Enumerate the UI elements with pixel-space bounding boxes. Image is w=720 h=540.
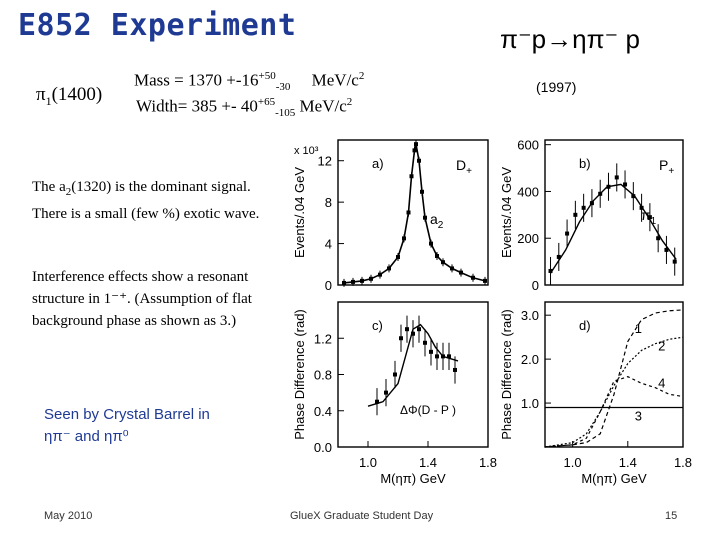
plot-frame-4 (544, 301, 684, 448)
y-tick-label: 1.2 (314, 331, 332, 346)
panel-label: b) (579, 156, 591, 171)
y-tick-label: 0 (532, 278, 539, 293)
data-point (342, 280, 346, 285)
y-tick-label: 1.0 (521, 396, 539, 411)
page-number: 15 (665, 510, 678, 522)
x-tick-label: 1.0 (359, 455, 377, 470)
plot-frame-2 (544, 139, 684, 286)
footer-date: May 2010 (44, 510, 93, 522)
y-tick-label: 12 (318, 154, 332, 169)
panel-label: c) (372, 318, 383, 333)
data-point (453, 367, 457, 372)
data-point (384, 390, 388, 395)
y-multiplier: x 10³ (294, 145, 319, 157)
y-axis-label: Events/.04 GeV (292, 167, 307, 258)
interference-text: Interference effects show a resonant str… (32, 269, 252, 329)
y-axis-label: Events/.04 GeV (499, 167, 514, 258)
data-point (447, 354, 451, 359)
fit-curve (343, 143, 486, 284)
plot-frame-1 (337, 139, 489, 286)
y-axis-label: Phase Difference (rad) (499, 309, 514, 440)
data-point (656, 236, 661, 241)
data-point (399, 336, 403, 341)
data-point (556, 254, 561, 259)
publication-year: (1997) (536, 79, 577, 95)
y-tick-label: 0.4 (314, 404, 332, 419)
y-tick-label: 200 (517, 231, 539, 246)
data-point (429, 349, 433, 354)
x-tick-label: 1.4 (419, 455, 437, 470)
panel-label: d) (579, 318, 591, 333)
x-axis-label: M(ηπ) GeV (380, 471, 446, 486)
data-point (623, 182, 628, 187)
x-axis-label: M(ηπ) GeV (581, 471, 647, 486)
y-tick-label: 2.0 (521, 352, 539, 367)
data-point (647, 215, 652, 220)
crystal-barrel-text: Seen by Crystal Barrel in ηπ⁻ and ηπ⁰ (44, 406, 210, 445)
x-tick-label: 1.8 (479, 455, 497, 470)
peak-label: a2 (430, 211, 444, 231)
data-point (375, 399, 379, 404)
y-tick-label: 8 (325, 195, 332, 210)
series-line-2 (544, 336, 684, 448)
data-point (631, 194, 636, 199)
dominant-signal-text: The a2(1320) is the dominant signal. The… (32, 179, 260, 222)
data-point (614, 175, 619, 180)
data-point (565, 231, 570, 236)
y-axis-label: Phase Difference (rad) (292, 309, 307, 440)
footer-center: GlueX Graduate Student Day (290, 510, 434, 522)
panel-label: a) (372, 156, 384, 171)
reaction-formula: π⁻p→ηπ⁻ p (500, 24, 640, 54)
data-point (548, 268, 553, 273)
fit-curve (549, 183, 677, 274)
series-label-3: 3 (635, 409, 642, 424)
mass-value: Mass = 1370 +-16+50-30 MeV/c2 (134, 70, 365, 94)
y-tick-label: 4 (325, 237, 332, 252)
data-point (393, 372, 397, 377)
x-tick-label: 1.4 (619, 455, 637, 470)
y-tick-label: 3.0 (521, 308, 539, 323)
peak-label: π1 (641, 207, 657, 227)
fit-curve (367, 323, 459, 407)
series-label-4: 4 (658, 376, 665, 391)
x-tick-label: 1.8 (674, 455, 692, 470)
series-label-2: 2 (658, 338, 665, 353)
x-tick-label: 1.0 (564, 455, 582, 470)
data-point (672, 259, 677, 264)
series-label-1: 1 (635, 321, 642, 336)
data-point (423, 340, 427, 345)
wave-label: P+ (659, 157, 674, 177)
data-point (405, 327, 409, 332)
data-point (417, 327, 421, 332)
slide-title: E852 Experiment (18, 8, 297, 43)
width-value: Width= 385 +- 40+65-105 MeV/c2 (136, 96, 353, 120)
data-point (581, 205, 586, 210)
data-point (664, 247, 669, 252)
data-point (573, 212, 578, 217)
y-tick-label: 600 (517, 138, 539, 153)
data-point (435, 354, 439, 359)
y-tick-label: 0.0 (314, 440, 332, 455)
y-tick-label: 0.8 (314, 368, 332, 383)
data-point (411, 331, 415, 336)
series-line-1 (544, 309, 684, 448)
series-line-4 (544, 376, 684, 448)
resonance-name: π1(1400) (36, 84, 103, 108)
y-tick-label: 400 (517, 184, 539, 199)
phase-annotation: ΔΦ(D - P ) (400, 403, 456, 417)
y-tick-label: 0 (325, 278, 332, 293)
wave-label: D+ (456, 157, 472, 177)
